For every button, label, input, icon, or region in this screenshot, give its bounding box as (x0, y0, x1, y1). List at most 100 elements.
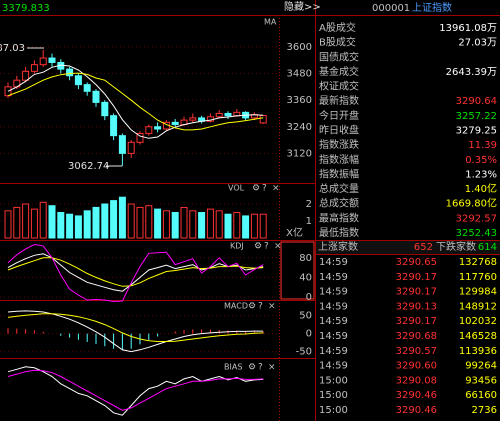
y-tick-label: 3360 (287, 95, 312, 106)
panel-label: BIAS (224, 363, 242, 372)
candle-body (136, 132, 144, 143)
tick-volume: 117760 (459, 272, 497, 283)
ma-label: MA (264, 18, 277, 27)
panel-tool[interactable]: × (268, 302, 276, 312)
volume-bar (127, 203, 135, 239)
y-tick-label: 0 (306, 292, 312, 303)
y-tick-label: 40 (299, 272, 312, 283)
high-annotation: 3587.03 (0, 43, 25, 54)
quote-label: 今日开盘 (319, 109, 359, 122)
indicator-line (7, 369, 264, 411)
y-tick-label: -50 (296, 347, 312, 358)
volume-bar (48, 205, 56, 239)
volume-bar (180, 206, 188, 239)
panel-tool[interactable]: ⚙ (248, 363, 256, 373)
hide-button[interactable]: 隐藏>> (284, 1, 321, 13)
tick-volume: 132768 (459, 257, 497, 268)
selected-axis-box (280, 241, 315, 300)
last-value: 3379.833 (2, 3, 50, 14)
candle-body (127, 141, 135, 154)
panel-tool[interactable]: ⚙ (252, 184, 260, 194)
tick-volume: 99264 (465, 361, 497, 372)
indicator-line (7, 257, 264, 287)
quote-value: 2643.39万 (446, 67, 497, 78)
tick-volume: 2736 (472, 405, 497, 416)
tick-time: 14:59 (319, 301, 348, 312)
volume-bar (189, 210, 197, 239)
panel-tool[interactable]: × (274, 242, 282, 252)
tick-time: 15:00 (319, 375, 348, 386)
candle-body (233, 111, 241, 117)
panel-tool[interactable]: × (268, 363, 276, 373)
quote-value: 1.23% (465, 169, 497, 180)
candle-body (74, 75, 82, 86)
volume-bar (110, 200, 118, 239)
quote-label: B股成交 (319, 36, 356, 49)
tick-time: 15:00 (319, 390, 348, 401)
y-tick-label: 3480 (287, 69, 312, 80)
quote-label: 国债成交 (319, 50, 359, 63)
quote-value: 0.35% (465, 155, 497, 166)
tick-price: 3290.65 (396, 257, 437, 268)
indicator-line (7, 366, 264, 416)
volume-bar (259, 213, 267, 239)
panel-tool[interactable]: ⚙ (254, 242, 262, 252)
candle-body (101, 101, 109, 117)
quote-label: 总成交量 (319, 182, 359, 195)
candle-body (22, 70, 30, 81)
quote-value: 3252.43 (456, 228, 497, 239)
volume-bar (92, 206, 100, 239)
panel-tool[interactable]: ? (262, 184, 267, 194)
indicator-line (7, 243, 264, 303)
candle-body (189, 117, 197, 121)
stock-code: 000001 (372, 3, 410, 14)
indicator-line (7, 72, 264, 131)
y-tick-label: 1 (306, 216, 312, 227)
panel-tool[interactable]: ? (258, 302, 263, 312)
candle-body (83, 84, 91, 92)
quote-value: 1.40亿 (465, 182, 497, 195)
tick-price: 3290.68 (396, 331, 437, 342)
volume-bar (198, 212, 206, 239)
y-tick-label: 2 (306, 199, 312, 210)
quote-label: 基金成交 (319, 65, 359, 78)
low-annotation: 3062.74 (68, 161, 109, 172)
quote-label: 最新指数 (319, 94, 359, 107)
tick-time: 14:59 (319, 331, 348, 342)
volume-bar (154, 208, 162, 239)
volume-bar (83, 210, 91, 239)
candle-body (39, 57, 47, 66)
candle-body (110, 115, 118, 137)
breadth-up: 652 (414, 242, 433, 253)
tick-price: 3290.13 (396, 301, 437, 312)
panel-tool[interactable]: ⚙ (248, 302, 256, 312)
panel-tool[interactable]: × (272, 184, 280, 194)
breadth-row-bg (316, 241, 500, 254)
candle-body (30, 64, 38, 72)
tick-price: 3290.57 (396, 346, 437, 357)
tick-price: 3290.46 (396, 405, 437, 416)
volume-bar (242, 215, 250, 239)
panel-label: MACD (224, 302, 248, 311)
volume-bar (171, 212, 179, 239)
panel-tool[interactable]: ? (258, 363, 263, 373)
volume-bar (22, 203, 30, 239)
candle-body (259, 115, 267, 124)
volume-bar (206, 208, 214, 239)
candle-body (171, 121, 179, 126)
volume-bar (4, 210, 12, 239)
quote-value: 3290.64 (456, 96, 497, 107)
panel-tool[interactable]: ? (264, 242, 269, 252)
volume-bar (57, 212, 65, 239)
y-tick-label: 3240 (287, 122, 312, 133)
candle-body (154, 126, 162, 130)
volume-bar (30, 208, 38, 239)
y-tick-label: 3600 (287, 42, 312, 53)
candle-body (215, 112, 223, 118)
volume-bar (136, 206, 144, 239)
tick-time: 14:59 (319, 272, 348, 283)
tick-price: 3290.60 (396, 361, 437, 372)
volume-bar (233, 212, 241, 239)
quote-label: 指数涨幅 (319, 153, 359, 166)
